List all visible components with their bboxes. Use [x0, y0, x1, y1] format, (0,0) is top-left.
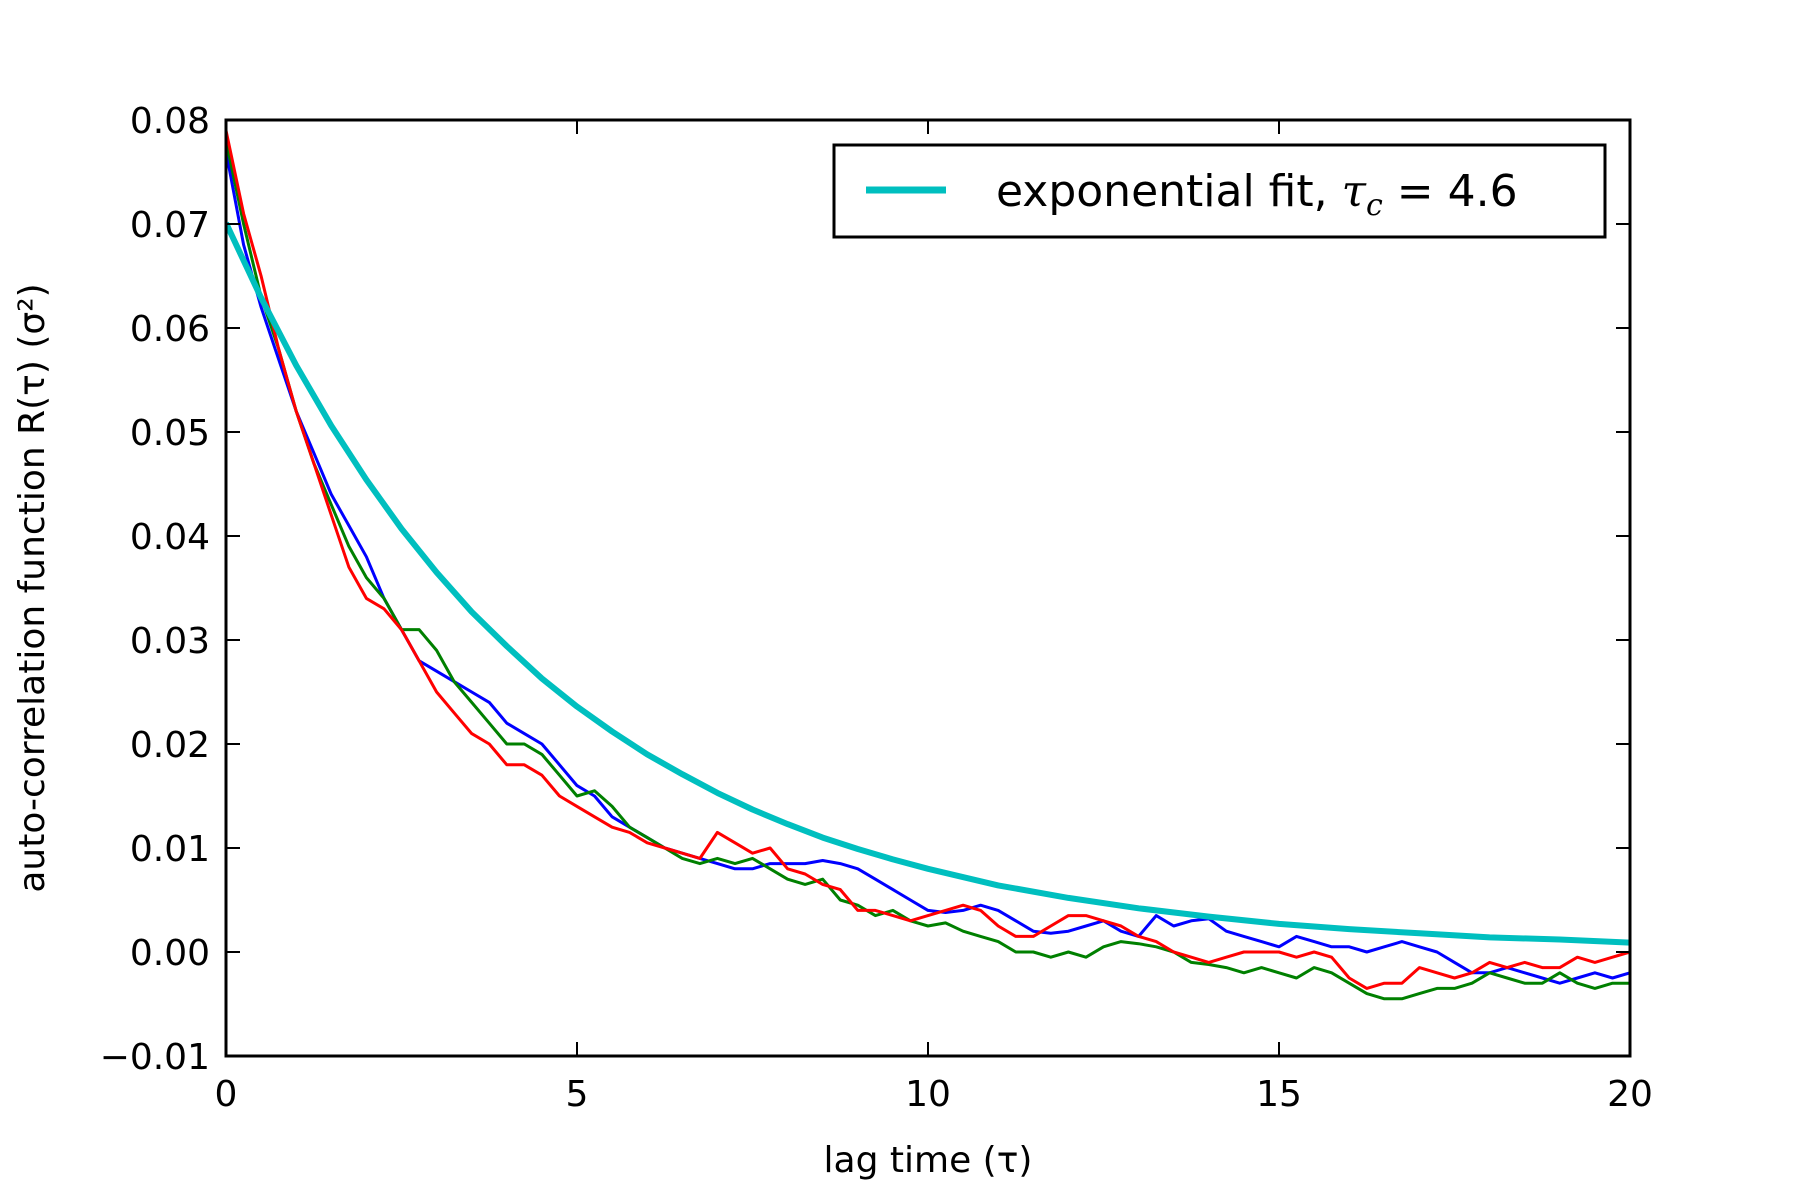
y-tick-label: 0.01 [130, 829, 210, 870]
y-tick-label: 0.07 [130, 205, 210, 246]
y-tick-label: 0.03 [130, 621, 210, 662]
legend-entry: exponential fit, τc = 4.6 [996, 166, 1518, 223]
series-line-2 [226, 140, 1630, 1001]
y-tick-label: −0.01 [100, 1037, 210, 1078]
y-tick-label: 0.04 [130, 517, 210, 558]
y-axis-label: auto-correlation function R(τ) (σ²) [12, 283, 53, 892]
x-tick-label: 20 [1607, 1074, 1653, 1115]
series-line-1 [226, 150, 1630, 985]
series-line-fit [226, 221, 1630, 946]
x-tick-label: 5 [566, 1074, 589, 1115]
y-tick-label: 0.05 [130, 413, 210, 454]
x-tick-label: 10 [905, 1074, 951, 1115]
legend: exponential fit, τc = 4.6 [832, 143, 1607, 239]
x-tick-label: 0 [215, 1074, 238, 1115]
x-tick-label: 15 [1256, 1074, 1302, 1115]
y-tick-label: 0.08 [130, 101, 210, 142]
x-axis-label: lag time (τ) [824, 1140, 1033, 1181]
series-line-3 [226, 130, 1630, 990]
y-tick-label: 0.00 [130, 933, 210, 974]
legend-box [832, 143, 1607, 239]
y-tick-label: 0.02 [130, 725, 210, 766]
y-tick-label: 0.06 [130, 309, 210, 350]
ticks-layer: 0 5 10 15 20 −0.01 0.00 0.01 0.02 0.03 0.04 0.05 0.0… [100, 101, 1653, 1115]
series-layer [226, 130, 1630, 1001]
